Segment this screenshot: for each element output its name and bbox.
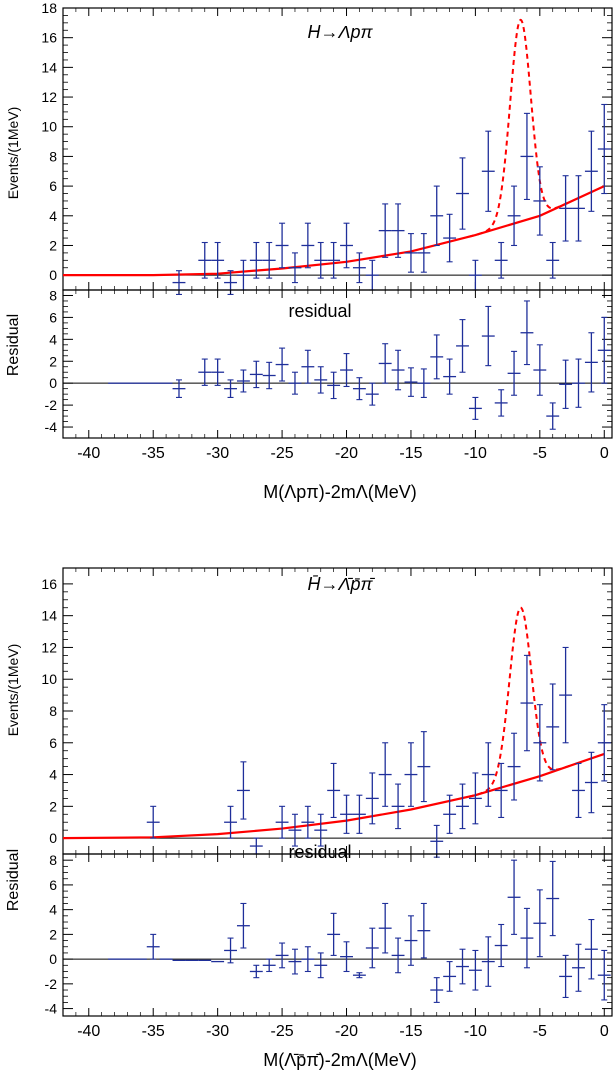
ytick-label-2: -2: [45, 397, 58, 413]
ytick-label-2: 0: [49, 375, 57, 391]
ytick-label-3: 6: [49, 735, 57, 751]
ytick-label-3: 14: [41, 608, 57, 624]
ylabel-1: Events/(1MeV): [5, 107, 21, 200]
ytick-label-4: 2: [49, 926, 57, 942]
panel-frame-1: [62, 7, 613, 291]
ytick-label-2: -4: [45, 419, 58, 435]
panel-title-2: residual: [288, 301, 351, 321]
xlabel-1: M(Λpπ)-2mΛ(MeV): [263, 482, 416, 502]
ytick-label-3: 12: [41, 639, 57, 655]
panel-frame-3: [62, 567, 613, 855]
ytick-label-1: 0: [49, 267, 57, 283]
xtick-label-4: 0: [600, 1023, 609, 1040]
ytick-label-4: 4: [49, 902, 57, 918]
xtick-label-4: -25: [271, 1023, 294, 1040]
ytick-label-2: 8: [49, 287, 57, 303]
xtick-label-4: -30: [206, 1023, 229, 1040]
ytick-label-4: 8: [49, 852, 57, 868]
ytick-label-1: 6: [49, 178, 57, 194]
xtick-label-2: -25: [271, 445, 294, 462]
ytick-label-3: 16: [41, 576, 57, 592]
ylabel-4: Residual: [5, 849, 22, 911]
xtick-label-2: 0: [600, 445, 609, 462]
ytick-label-1: 8: [49, 148, 57, 164]
ytick-label-2: 2: [49, 353, 57, 369]
xtick-label-4: -40: [77, 1023, 100, 1040]
ylabel-3: Events/(1MeV): [5, 644, 21, 737]
xtick-label-2: -40: [77, 445, 100, 462]
xlabel-2: M(Λ̄p̄π̄)-2mΛ(MeV): [263, 1050, 416, 1070]
ytick-label-3: 2: [49, 798, 57, 814]
panel-frame-4: [62, 853, 613, 1017]
xtick-label-2: -30: [206, 445, 229, 462]
xtick-label-4: -10: [464, 1023, 487, 1040]
ylabel-2: Residual: [5, 314, 22, 376]
xtick-label-2: -35: [142, 445, 165, 462]
ytick-label-3: 10: [41, 671, 57, 687]
ytick-label-1: 14: [41, 59, 57, 75]
ytick-label-4: -4: [45, 1001, 58, 1017]
xtick-label-4: -5: [533, 1023, 547, 1040]
xtick-label-2: -5: [533, 445, 547, 462]
ytick-label-2: 4: [49, 331, 57, 347]
ytick-label-1: 2: [49, 237, 57, 253]
xtick-label-2: -20: [335, 445, 358, 462]
signal-fit-line-3: [468, 606, 572, 798]
ytick-label-2: 6: [49, 309, 57, 325]
ytick-label-1: 12: [41, 89, 57, 105]
ytick-label-1: 18: [41, 0, 57, 16]
ytick-label-3: 0: [49, 830, 57, 846]
panel-title-3: H̄→Λ̄p̄π̄: [307, 574, 375, 594]
xtick-label-4: -35: [142, 1023, 165, 1040]
ytick-label-1: 4: [49, 208, 57, 224]
ytick-label-3: 8: [49, 703, 57, 719]
xtick-label-4: -15: [399, 1023, 422, 1040]
ytick-label-4: -2: [45, 976, 58, 992]
panel-title-4: residual: [288, 842, 351, 862]
xtick-label-2: -15: [399, 445, 422, 462]
ytick-label-1: 10: [41, 119, 57, 135]
ytick-label-1: 16: [41, 30, 57, 46]
xtick-label-2: -10: [464, 445, 487, 462]
ytick-label-4: 0: [49, 951, 57, 967]
panel-frame-2: [62, 289, 613, 439]
xtick-label-4: -20: [335, 1023, 358, 1040]
ytick-label-3: 4: [49, 767, 57, 783]
ytick-label-4: 6: [49, 877, 57, 893]
panel-title-1: H→Λpπ: [307, 22, 373, 42]
signal-fit-line-1: [468, 18, 572, 238]
